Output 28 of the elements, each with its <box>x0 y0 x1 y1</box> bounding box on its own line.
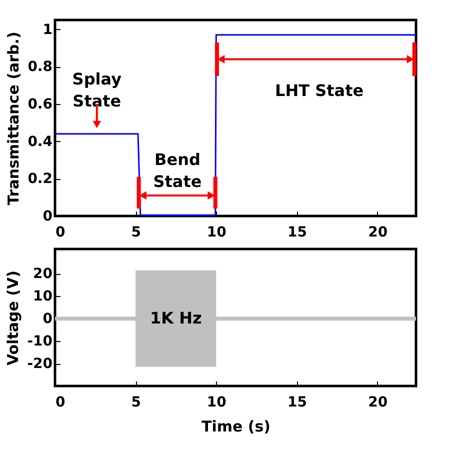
annotation: Bend State <box>153 150 202 191</box>
x-tick-label: 5 <box>131 394 141 410</box>
y-tick-label: 0.2 <box>28 171 52 188</box>
y-tick-label: 0 <box>42 208 53 224</box>
y-tick-label: -10 <box>27 334 53 350</box>
x-tick-label: 10 <box>206 394 227 410</box>
y-tick-label: 1 <box>42 22 52 38</box>
y-tick-label: 0.6 <box>28 96 52 112</box>
y-tick-label: 0.8 <box>28 59 52 76</box>
y-tick-label: 0 <box>42 311 53 328</box>
x-tick-label: 10 <box>206 224 227 240</box>
x-tick-label: 15 <box>288 394 307 410</box>
y-tick-label: 20 <box>33 266 53 282</box>
x-tick-label: 0 <box>56 394 66 410</box>
annotation: 1K Hz <box>150 308 202 328</box>
x-axis-title: Time (s) <box>201 418 271 436</box>
y-tick-label: 0.4 <box>28 134 53 150</box>
y-axis-title: Transmittance (arb.) <box>4 32 23 206</box>
x-tick-label: 20 <box>368 224 388 240</box>
x-tick-label: 20 <box>368 394 388 410</box>
x-tick-label: 0 <box>56 224 66 240</box>
y-tick-label: -20 <box>27 356 53 372</box>
x-tick-label: 5 <box>131 224 141 240</box>
y-axis-title: Voltage (V) <box>4 270 22 366</box>
annotation: Splay State <box>72 70 122 111</box>
x-tick-label: 15 <box>288 224 307 240</box>
annotation: LHT State <box>275 80 364 100</box>
y-tick-label: 10 <box>33 288 53 305</box>
